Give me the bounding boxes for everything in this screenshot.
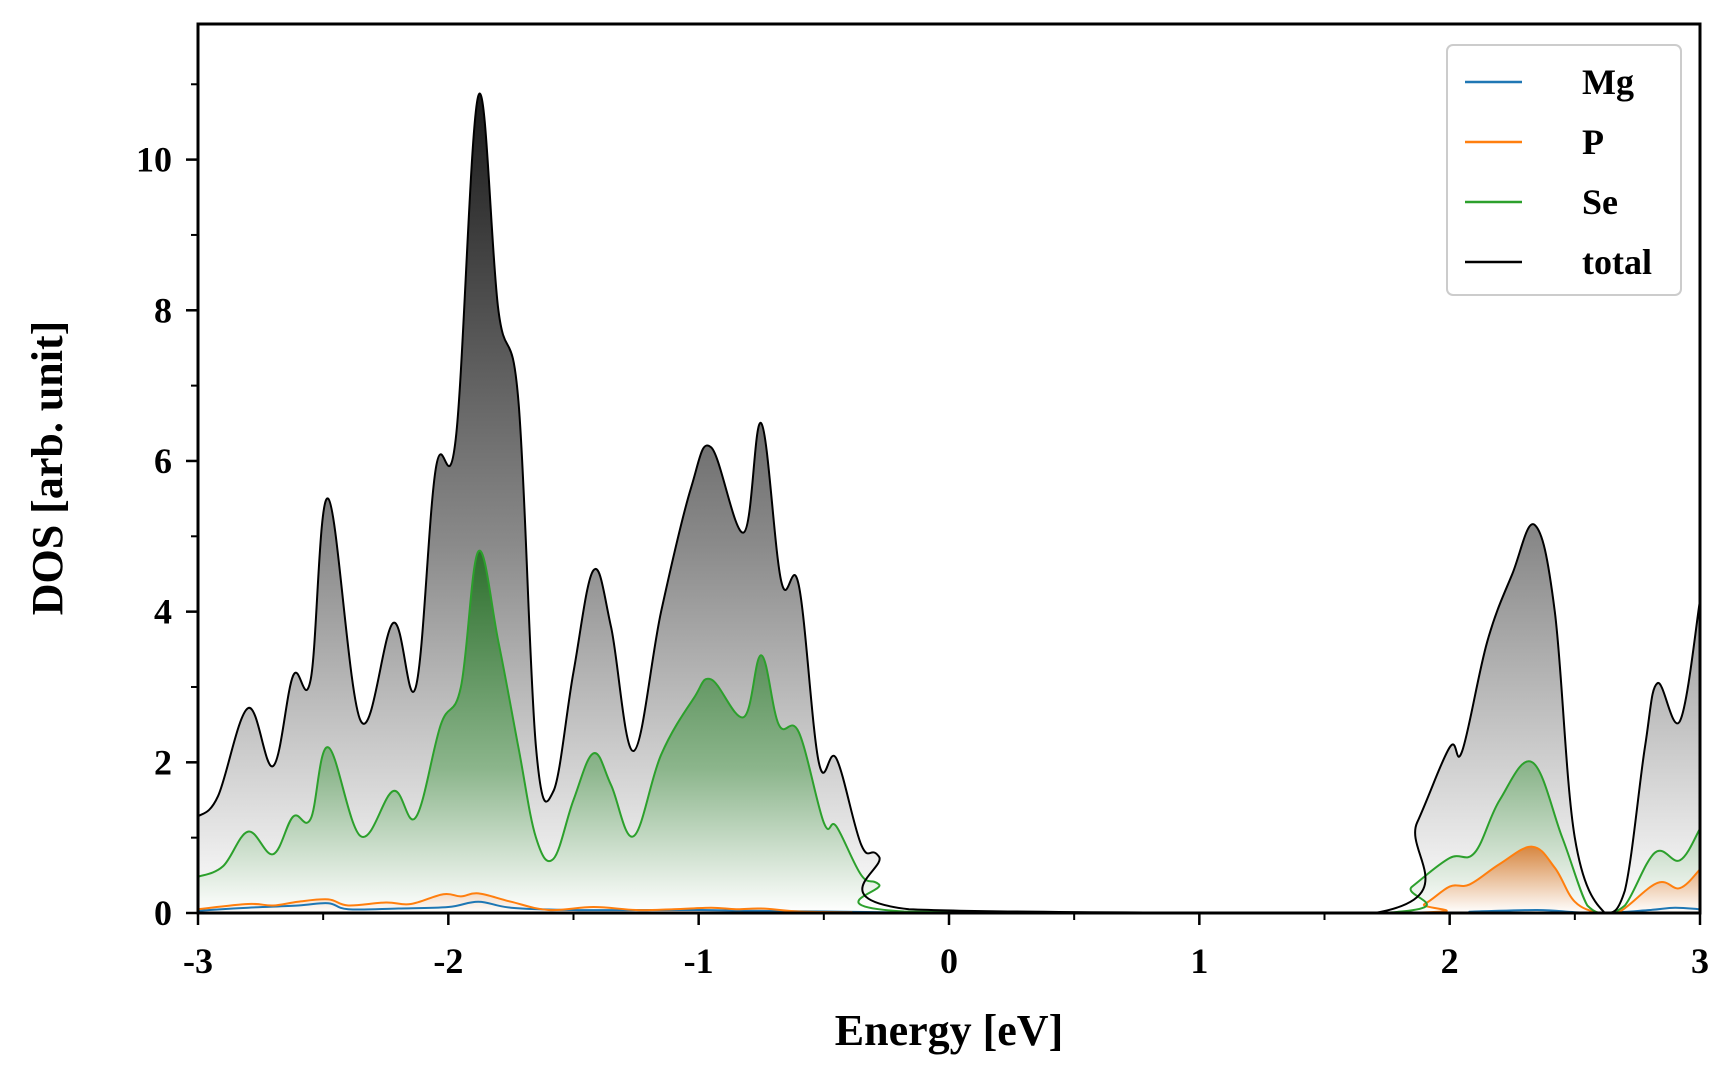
x-tick-label: 1 [1190,941,1208,981]
legend-label-total: total [1582,242,1652,282]
x-axis-ticks: -3 -2 -1 0 1 2 3 [183,913,1709,981]
x-tick-label: 2 [1441,941,1459,981]
y-axis-title: DOS [arb. unit] [23,321,72,616]
y-axis-ticks: 0 2 4 6 8 10 [136,83,198,933]
x-tick-label: 3 [1691,941,1709,981]
x-tick-label: -3 [183,941,213,981]
line-p [198,845,1700,913]
legend-label-se: Se [1582,182,1618,222]
y-tick-label: 0 [154,893,172,933]
y-tick-label: 8 [154,290,172,330]
x-tick-label: 0 [940,941,958,981]
y-tick-label: 4 [154,592,172,632]
line-total [198,92,1700,913]
legend-box [1446,44,1682,296]
line-se [198,549,1700,913]
legend-label-p: P [1582,122,1604,162]
y-tick-label: 6 [154,441,172,481]
y-tick-label: 10 [136,140,172,180]
y-tick-label: 2 [154,742,172,782]
fill-se [198,550,1700,913]
x-tick-label: -1 [684,941,714,981]
legend-label-mg: Mg [1582,62,1634,102]
x-tick-label: -2 [433,941,463,981]
legend: Mg P Se total [1446,44,1682,296]
fill-total [198,93,1700,913]
x-axis-title: Energy [eV] [835,1006,1064,1055]
